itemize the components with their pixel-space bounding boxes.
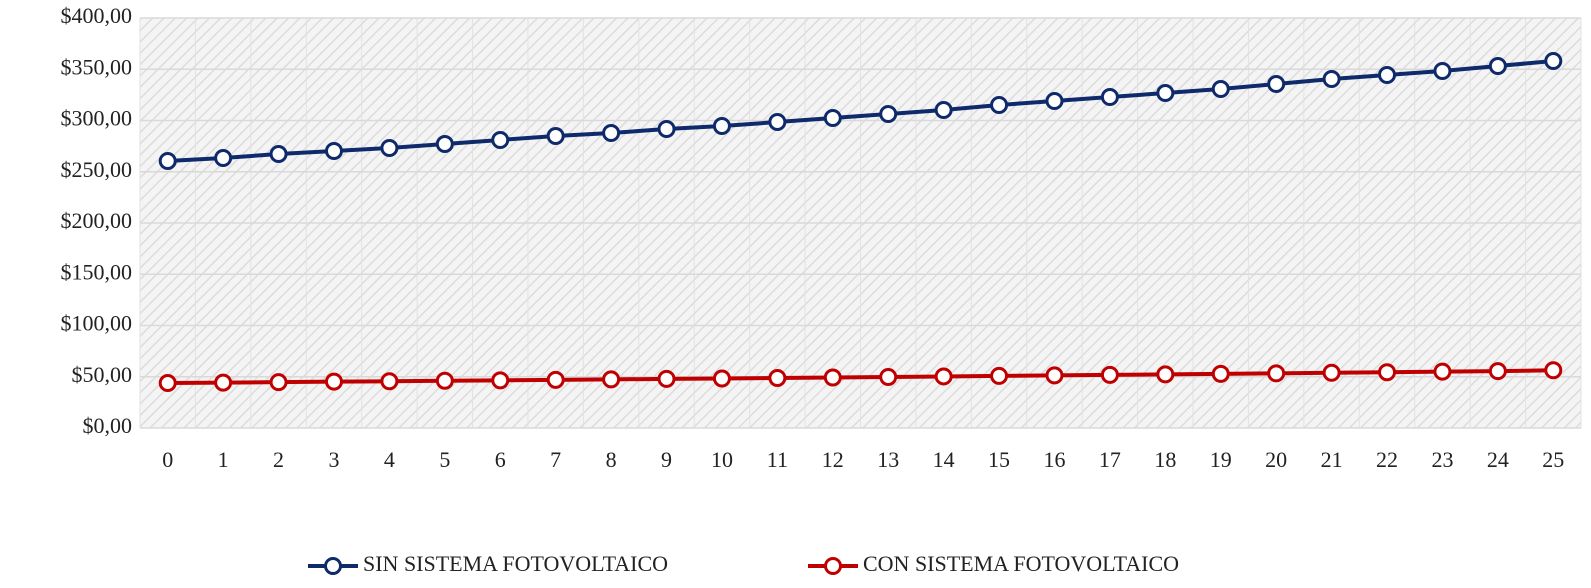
series-line bbox=[167, 59, 1554, 163]
point-marker bbox=[657, 369, 676, 388]
point-marker bbox=[1100, 365, 1119, 384]
y-tick-label: $50,00 bbox=[72, 362, 133, 387]
point-marker bbox=[1544, 52, 1563, 71]
y-tick-label: $100,00 bbox=[61, 311, 133, 336]
point-marker bbox=[1211, 80, 1230, 99]
point-marker bbox=[657, 120, 676, 139]
point-marker bbox=[1156, 84, 1175, 103]
x-tick-label: 10 bbox=[711, 447, 733, 472]
point-marker bbox=[823, 109, 842, 128]
point-marker bbox=[712, 369, 731, 388]
x-tick-label: 11 bbox=[767, 447, 788, 472]
point-marker bbox=[1322, 363, 1341, 382]
point-marker bbox=[546, 126, 565, 145]
x-tick-label: 22 bbox=[1376, 447, 1398, 472]
point-marker bbox=[990, 366, 1009, 385]
point-marker bbox=[491, 130, 510, 149]
y-tick-label: $200,00 bbox=[61, 208, 133, 233]
point-marker bbox=[1488, 56, 1507, 75]
point-marker bbox=[768, 113, 787, 132]
point-marker bbox=[1267, 364, 1286, 383]
point-marker bbox=[1100, 88, 1119, 107]
point-marker bbox=[491, 371, 510, 390]
point-marker bbox=[380, 372, 399, 391]
x-tick-label: 13 bbox=[877, 447, 899, 472]
x-tick-label: 19 bbox=[1210, 447, 1232, 472]
point-marker bbox=[602, 370, 621, 389]
point-marker bbox=[768, 368, 787, 387]
x-tick-label: 6 bbox=[495, 447, 506, 472]
point-marker bbox=[934, 367, 953, 386]
y-tick-label: $150,00 bbox=[61, 259, 133, 284]
point-marker bbox=[158, 374, 177, 393]
point-marker bbox=[214, 149, 233, 168]
x-tick-label: 12 bbox=[822, 447, 844, 472]
legend-label: CON SISTEMA FOTOVOLTAICO bbox=[863, 551, 1179, 576]
x-tick-label: 25 bbox=[1542, 447, 1564, 472]
x-tick-label: 21 bbox=[1321, 447, 1343, 472]
x-tick-label: 14 bbox=[933, 447, 955, 472]
point-marker bbox=[214, 373, 233, 392]
point-marker bbox=[1544, 361, 1563, 380]
point-marker bbox=[1211, 364, 1230, 383]
point-marker bbox=[1378, 65, 1397, 84]
point-marker bbox=[158, 151, 177, 170]
x-tick-label: 2 bbox=[273, 447, 284, 472]
x-tick-label: 23 bbox=[1431, 447, 1453, 472]
point-marker bbox=[546, 370, 565, 389]
point-marker bbox=[1433, 61, 1452, 80]
x-tick-label: 18 bbox=[1154, 447, 1176, 472]
point-marker bbox=[1433, 362, 1452, 381]
x-tick-label: 5 bbox=[439, 447, 450, 472]
x-tick-label: 16 bbox=[1043, 447, 1065, 472]
y-tick-label: $300,00 bbox=[61, 106, 133, 131]
point-marker bbox=[1267, 75, 1286, 94]
point-marker bbox=[1322, 69, 1341, 88]
series-line bbox=[167, 368, 1554, 386]
point-marker bbox=[1156, 365, 1175, 384]
x-tick-label: 8 bbox=[606, 447, 617, 472]
x-tick-label: 4 bbox=[384, 447, 395, 472]
x-tick-label: 15 bbox=[988, 447, 1010, 472]
point-marker bbox=[712, 117, 731, 136]
x-tick-label: 7 bbox=[550, 447, 561, 472]
point-marker bbox=[823, 368, 842, 387]
x-tick-label: 24 bbox=[1487, 447, 1509, 472]
point-marker bbox=[269, 373, 288, 392]
point-marker bbox=[879, 367, 898, 386]
point-marker bbox=[879, 105, 898, 124]
y-tick-label: $0,00 bbox=[83, 413, 133, 438]
point-marker bbox=[380, 138, 399, 157]
point-marker bbox=[269, 145, 288, 164]
point-marker bbox=[990, 96, 1009, 115]
x-tick-label: 0 bbox=[162, 447, 173, 472]
x-tick-label: 3 bbox=[328, 447, 339, 472]
x-tick-label: 17 bbox=[1099, 447, 1121, 472]
x-tick-label: 20 bbox=[1265, 447, 1287, 472]
y-tick-label: $400,00 bbox=[61, 3, 133, 28]
legend-marker bbox=[824, 557, 842, 575]
point-marker bbox=[1045, 92, 1064, 111]
point-marker bbox=[1488, 362, 1507, 381]
point-marker bbox=[934, 101, 953, 120]
point-marker bbox=[1378, 363, 1397, 382]
point-marker bbox=[435, 371, 454, 390]
point-marker bbox=[435, 134, 454, 153]
point-marker bbox=[324, 372, 343, 391]
point-marker bbox=[324, 142, 343, 161]
x-tick-label: 1 bbox=[218, 447, 229, 472]
y-tick-label: $350,00 bbox=[61, 54, 133, 79]
point-marker bbox=[602, 124, 621, 143]
legend-marker bbox=[324, 557, 342, 575]
point-marker bbox=[1045, 366, 1064, 385]
legend-label: SIN SISTEMA FOTOVOLTAICO bbox=[363, 551, 668, 576]
x-tick-label: 9 bbox=[661, 447, 672, 472]
y-tick-label: $250,00 bbox=[61, 157, 133, 182]
